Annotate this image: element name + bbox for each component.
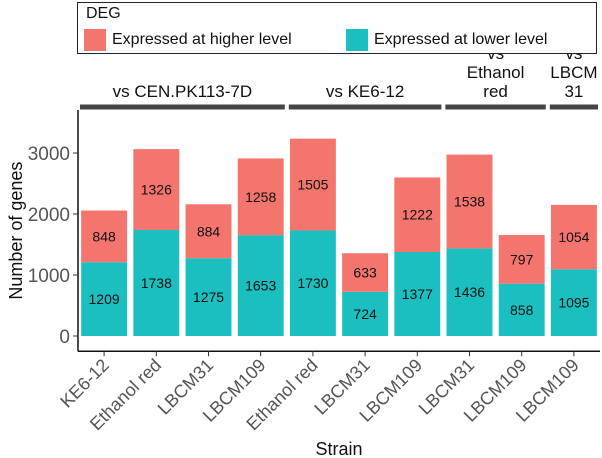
bar-lower-value-label: 1275	[193, 289, 224, 305]
bar-lower-segment	[550, 269, 597, 336]
bar-lower-value-label: 1095	[558, 295, 589, 311]
bar-lower-value-label: 1436	[454, 284, 485, 300]
bar-lower-segment	[289, 230, 336, 336]
bar-higher-segment	[133, 149, 180, 230]
bar-higher-segment	[81, 210, 128, 263]
bar-higher-segment	[237, 158, 284, 236]
bar-lower-value-label: 858	[510, 302, 534, 318]
group-label: Ethanol	[467, 63, 525, 82]
x-axis-title: Strain	[315, 439, 362, 458]
bar-higher-segment	[394, 177, 441, 253]
group-label: vs CEN.PK113-7D	[113, 82, 253, 101]
group-label: LBCM	[550, 63, 597, 82]
legend-swatch-higher	[84, 29, 106, 51]
legend-item-higher: Expressed at higher level	[84, 29, 292, 51]
group-label: vs KE6-12	[326, 82, 404, 101]
bar-lower-segment	[342, 291, 389, 336]
bar-higher-segment	[185, 204, 232, 259]
bar-higher-segment	[342, 253, 389, 292]
bar-lower-segment	[446, 248, 493, 336]
bar-higher-value-label: 1258	[245, 189, 276, 205]
legend-label-higher: Expressed at higher level	[112, 31, 292, 48]
legend: DEG Expressed at higher level Expressed …	[77, 2, 597, 54]
bar-lower-value-label: 1738	[141, 275, 172, 291]
bar-higher-value-label: 1054	[558, 229, 589, 245]
bar-lower-value-label: 1653	[245, 278, 276, 294]
y-axis-title: Number of genes	[6, 162, 26, 300]
bar-higher-value-label: 1222	[402, 207, 433, 223]
bar-higher-value-label: 633	[353, 265, 377, 281]
legend-title: DEG	[86, 5, 121, 22]
bar-higher-value-label: 797	[510, 251, 534, 267]
bar-lower-value-label: 1377	[402, 286, 433, 302]
bar-higher-value-label: 884	[197, 223, 221, 239]
bar-higher-value-label: 1505	[297, 177, 328, 193]
bar-higher-segment	[446, 154, 493, 249]
bar-higher-segment	[289, 138, 336, 231]
bar-lower-segment	[133, 229, 180, 336]
group-label: 31	[564, 82, 583, 101]
bar-lower-segment	[185, 258, 232, 336]
group-label: red	[483, 82, 508, 101]
bar-higher-value-label: 1326	[141, 182, 172, 198]
y-tick-label: 1000	[28, 266, 70, 287]
bar-higher-value-label: 848	[92, 228, 116, 244]
bar-higher-segment	[498, 235, 545, 284]
y-tick-label: 2000	[28, 205, 70, 226]
bar-lower-value-label: 1209	[89, 291, 120, 307]
bar-lower-value-label: 1730	[297, 275, 328, 291]
legend-swatch-lower	[346, 29, 368, 51]
bar-higher-segment	[550, 204, 597, 270]
legend-label-lower: Expressed at lower level	[374, 31, 548, 48]
y-tick-label: 0	[59, 327, 70, 348]
bar-lower-segment	[394, 252, 441, 336]
y-tick-label: 3000	[28, 144, 70, 165]
bar-lower-segment	[81, 262, 128, 336]
bar-higher-value-label: 1538	[454, 193, 485, 209]
bar-lower-value-label: 724	[353, 306, 377, 322]
legend-item-lower: Expressed at lower level	[346, 29, 547, 51]
bar-lower-segment	[237, 235, 284, 336]
bar-lower-segment	[498, 283, 545, 336]
